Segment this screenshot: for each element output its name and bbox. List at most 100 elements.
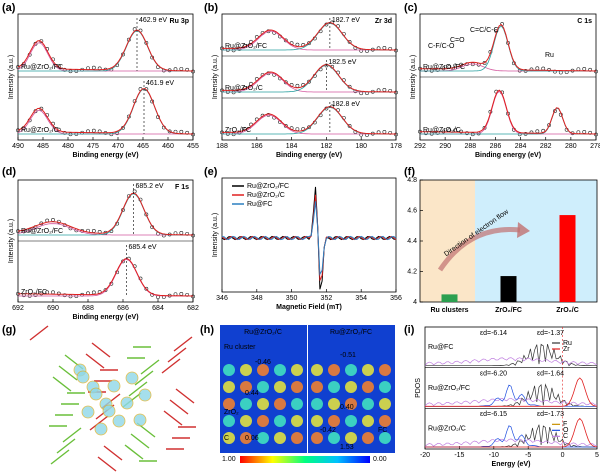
x-tick-label: 0: [561, 452, 565, 459]
bond: [91, 342, 111, 358]
fit-curve: [17, 29, 193, 72]
data-point: [594, 132, 598, 137]
fit-curve: [419, 89, 596, 135]
x-tick-label: Ru clusters: [430, 307, 468, 314]
ed-label: εd=-1.37: [537, 330, 564, 337]
x-axis-label: Binding energy (eV): [72, 152, 138, 159]
contour: [291, 364, 303, 376]
contour: [362, 381, 374, 393]
y-tick-label: 4.8: [407, 177, 417, 184]
pdos-curve: [425, 377, 598, 407]
panel-label: (i): [404, 324, 415, 336]
x-tick-label: 480: [62, 143, 74, 150]
component: [17, 223, 193, 236]
sample-name: Ru@ZrO₂/C: [428, 426, 466, 433]
bond: [62, 427, 82, 443]
data-point: [535, 129, 540, 134]
contour: [379, 381, 391, 393]
x-tick-label: 280: [565, 143, 577, 150]
sample-name: Ru@ZrO₂/FC: [21, 228, 63, 235]
x-tick-label: 465: [137, 143, 149, 150]
data-point: [91, 229, 96, 233]
x-tick-label: 284: [515, 143, 527, 150]
data-point: [582, 66, 587, 71]
data-point: [103, 288, 108, 293]
x-axis-label: Binding energy (eV): [276, 152, 342, 159]
bond: [161, 358, 181, 374]
data-point: [179, 230, 184, 235]
x-tick-label: 292: [414, 143, 426, 150]
data-point: [62, 293, 67, 298]
bond: [175, 388, 195, 404]
x-tick-label: ZrO₂/FC: [495, 307, 522, 314]
data-point: [191, 132, 195, 137]
fit-curve: [222, 64, 396, 93]
data-point: [295, 83, 300, 88]
data-point: [307, 125, 311, 130]
contour: [240, 364, 252, 376]
contour: [291, 381, 303, 393]
plot-frame: [221, 13, 397, 141]
data-point: [382, 130, 387, 134]
map-label: -0.46: [255, 359, 271, 366]
charge-blob: [102, 404, 116, 418]
x-tick-label: 692: [12, 305, 24, 312]
data-point: [394, 90, 398, 95]
data-point: [91, 290, 96, 295]
contour: [362, 364, 374, 376]
map-label: Ru cluster: [224, 344, 256, 351]
data-point: [51, 290, 55, 295]
x-tick-label: 282: [540, 143, 552, 150]
charge-blob: [112, 414, 126, 428]
bond: [124, 444, 144, 460]
data-point: [347, 124, 352, 128]
sample-name: Ru@ZrO₂/FC: [225, 43, 267, 50]
data-point: [347, 40, 352, 44]
peak-label: 182.8 eV: [332, 101, 360, 108]
data-point: [388, 88, 393, 93]
x-tick-label: 346: [216, 295, 228, 302]
x-tick-label: 686: [117, 305, 129, 312]
data-point: [191, 69, 195, 74]
x-tick-label: 455: [187, 143, 199, 150]
y-axis-label: PDOS: [415, 378, 422, 398]
data-point: [382, 88, 387, 92]
region-bg: [475, 180, 597, 302]
x-tick-label: 490: [12, 143, 24, 150]
fit-curve: [222, 22, 396, 51]
fit-curve: [419, 24, 596, 72]
x-tick-label: 278: [590, 143, 600, 150]
map-label: FC: [378, 427, 387, 434]
plot-frame: [221, 177, 397, 293]
bar: [559, 215, 576, 302]
legend-entry: O: [563, 427, 569, 434]
data-point: [16, 128, 20, 133]
map-title: Ru@ZrO₂/C: [244, 329, 282, 336]
panel-title: Ru 3p: [170, 18, 189, 25]
contour: [257, 364, 269, 376]
panel-label: (e): [204, 166, 218, 178]
x-tick-label: 5: [595, 452, 599, 459]
legend-entry: Zr: [563, 346, 570, 353]
contour: [223, 415, 235, 427]
contour: [223, 381, 235, 393]
contour: [240, 415, 252, 427]
charge-blob: [120, 396, 134, 410]
charge-blob: [89, 387, 103, 401]
map-label: ZrO₂: [224, 409, 239, 416]
contour: [311, 415, 323, 427]
charge-blob: [94, 422, 108, 436]
contour: [274, 381, 286, 393]
contour: [362, 415, 374, 427]
data-point: [179, 129, 184, 134]
peak-label: 182.7 eV: [332, 17, 360, 24]
legend-entry: F: [563, 421, 567, 428]
y-axis-label: Intensity (a.u.): [8, 55, 15, 99]
data-point: [185, 67, 190, 72]
annotation: Ru: [545, 52, 554, 59]
contour: [257, 381, 269, 393]
contour: [274, 415, 286, 427]
x-tick-label: -5: [525, 452, 531, 459]
bond: [130, 433, 150, 449]
x-tick-label: 470: [112, 143, 124, 150]
